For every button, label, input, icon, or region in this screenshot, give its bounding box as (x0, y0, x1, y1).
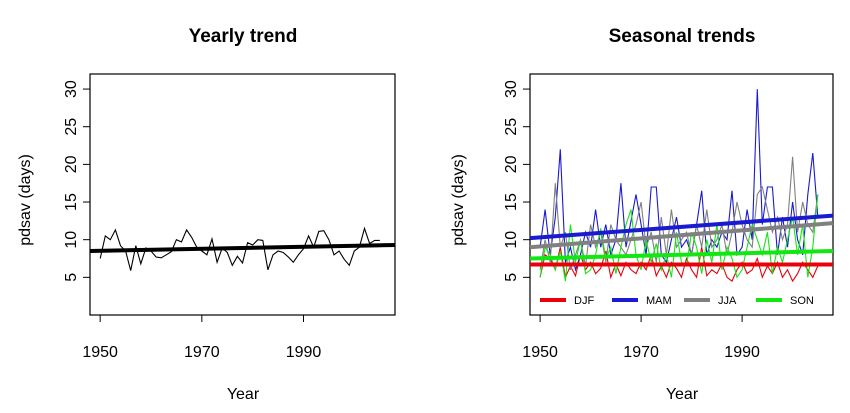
y-tick-label: 30 (63, 80, 80, 98)
series-line-son (539, 194, 819, 282)
legend-label-mam: MAM (646, 295, 672, 307)
y-tick-label: 5 (503, 273, 520, 282)
y-tick-label: 15 (63, 193, 80, 211)
legend-label-jja: JJA (718, 295, 737, 307)
trend-line-jja (529, 221, 834, 250)
legend-label-djf: DJF (574, 295, 594, 307)
trend-line-mam (529, 213, 834, 241)
axis-ticks: 5 10 15 20 25 30 1950 1970 1990 (63, 80, 321, 361)
x-tick-label: 1970 (184, 344, 220, 361)
y-tick-label: 10 (63, 231, 80, 249)
y-tick-label: 10 (503, 231, 520, 249)
y-axis-label: pdsav (days) (17, 154, 34, 246)
chart-title: Yearly trend (189, 26, 298, 47)
x-tick-label: 1990 (286, 344, 322, 361)
x-axis-label: Year (666, 386, 699, 403)
trend-line-yearly (89, 242, 396, 253)
trend-group (89, 242, 396, 253)
x-tick-label: 1950 (522, 344, 558, 361)
y-tick-label: 15 (503, 193, 520, 211)
y-axis-label: pdsav (days) (450, 154, 467, 246)
plot-frame (89, 73, 396, 316)
series-line-djf (539, 247, 819, 283)
plot-frame (529, 73, 834, 316)
y-tick-label: 20 (503, 155, 520, 173)
x-tick-label: 1970 (623, 344, 659, 361)
x-tick-label: 1990 (724, 344, 760, 361)
trend-line-son (529, 248, 834, 261)
seasonal-trends-panel: Seasonal trends pdsav (days) Year 5 10 15 2… (450, 26, 834, 403)
yearly-trend-panel: Yearly trend pdsav (days) Year 5 10 15 20 25… (17, 26, 396, 403)
chart-title: Seasonal trends (609, 26, 756, 47)
y-tick-label: 30 (503, 80, 520, 98)
legend-label-son: SON (790, 295, 814, 307)
trend-group (529, 213, 834, 267)
y-tick-label: 25 (63, 118, 80, 136)
legend: DJF MAM JJA SON (540, 295, 814, 307)
x-tick-label: 1950 (82, 344, 118, 361)
y-tick-label: 25 (503, 118, 520, 136)
x-axis-label: Year (227, 386, 260, 403)
axis-ticks: 5 10 15 20 25 30 1950 1970 1990 (503, 80, 760, 361)
y-tick-label: 5 (63, 273, 80, 282)
y-tick-label: 20 (63, 155, 80, 173)
